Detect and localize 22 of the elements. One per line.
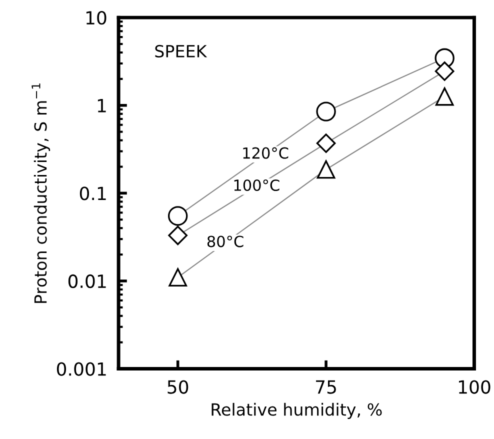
x-tick-label: 100: [458, 380, 490, 394]
point: [316, 134, 336, 153]
point: [435, 87, 454, 106]
point: [316, 102, 336, 122]
x-tick-label: 50: [168, 380, 188, 394]
point: [168, 268, 188, 286]
point: [168, 226, 188, 246]
series-label: 100°C: [234, 179, 280, 192]
point: [316, 160, 336, 179]
y-tick-label: 0.001: [56, 362, 106, 376]
y-tick-label: 0.01: [68, 274, 106, 288]
point: [168, 206, 188, 226]
y-tick-label: 10: [86, 11, 106, 25]
y-tick-label: 1: [98, 99, 106, 112]
x-tick-label: 75: [316, 380, 336, 394]
y-axis-title: Proton conductivity, S m$^{−1}$: [32, 84, 50, 303]
point: [434, 62, 454, 81]
series-label: 120°C: [243, 147, 288, 159]
x-axis-title: Relative humidity, %: [212, 402, 382, 420]
series-label: 80°C: [207, 236, 244, 248]
y-tick-label: 0.1: [80, 186, 106, 200]
annotation: SPEEK: [155, 44, 208, 58]
